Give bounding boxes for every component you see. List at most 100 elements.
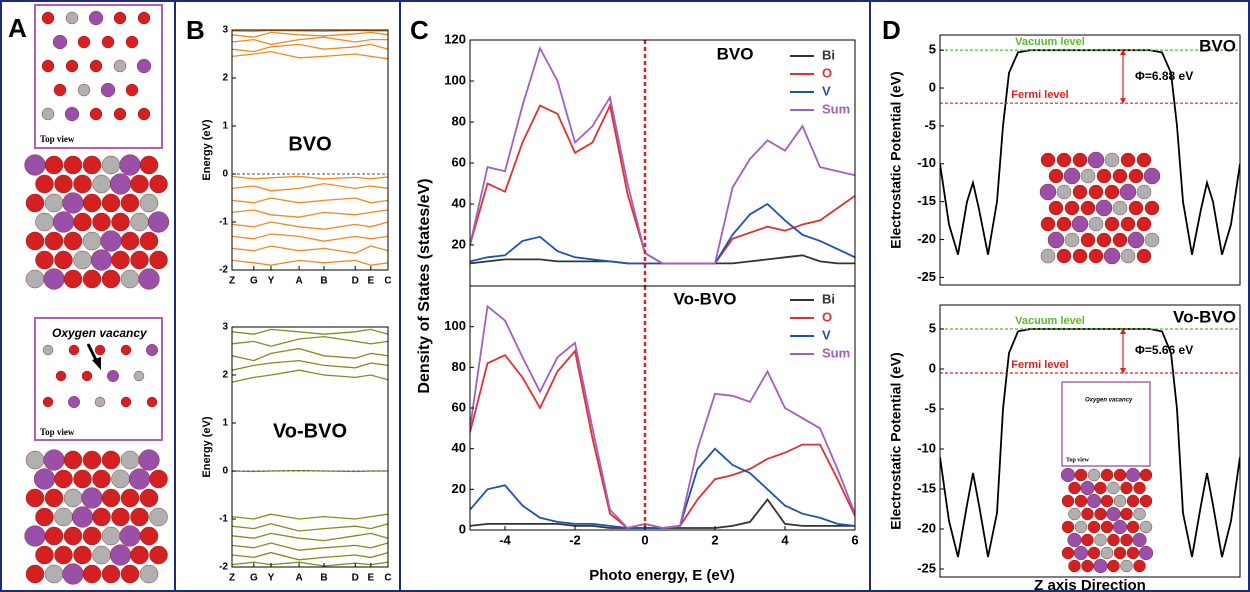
y-tick-label: 60 [452, 154, 466, 169]
y-tick-label: 20 [452, 481, 466, 496]
atom [63, 488, 83, 508]
atom [1061, 520, 1075, 534]
y-axis-label: Energy (eV) [201, 119, 213, 180]
atom [1113, 468, 1127, 482]
atom [1063, 167, 1081, 185]
atom [88, 10, 104, 26]
atom [63, 450, 83, 470]
atom [1143, 167, 1161, 185]
atom [1100, 468, 1114, 482]
x-tick-label: A [295, 573, 302, 584]
atom [1088, 184, 1104, 200]
atom [120, 269, 140, 289]
atom [54, 545, 73, 565]
atom [111, 507, 130, 527]
y-tick-label: 0 [222, 466, 228, 477]
reference-label: Vacuum level [1015, 36, 1085, 48]
atom [1068, 481, 1081, 495]
atom [1074, 468, 1088, 482]
atom [53, 83, 67, 97]
atom [119, 525, 141, 547]
series-line [232, 30, 388, 33]
atom [1064, 232, 1080, 248]
atom [139, 488, 159, 508]
chart-title: BVO [288, 133, 331, 155]
atom [1107, 533, 1120, 547]
atom [1087, 546, 1101, 560]
atom [1133, 507, 1146, 521]
atom [33, 468, 56, 490]
atom [92, 545, 111, 565]
atom [1128, 200, 1144, 216]
structure-caption: Top view [40, 134, 75, 144]
atom [1074, 494, 1088, 508]
panel-label: B [186, 15, 205, 45]
atom [1096, 168, 1112, 184]
atom [1144, 232, 1160, 248]
plot-frame [469, 39, 856, 287]
y-axis-label: Density of States (states/eV) [416, 178, 433, 393]
atom [1128, 168, 1144, 184]
legend-label: O [822, 309, 832, 324]
atom [35, 545, 54, 565]
atom [24, 154, 46, 176]
plot-frame [231, 29, 389, 271]
atom [1112, 168, 1128, 184]
atom [65, 59, 79, 73]
atom [109, 173, 132, 195]
y-tick-label: -15 [917, 193, 936, 208]
atom [1132, 532, 1147, 548]
series-line [232, 551, 388, 561]
x-tick-label: Y [268, 276, 275, 287]
atom [1081, 533, 1094, 547]
reference-label: Vacuum level [1015, 315, 1085, 327]
plot-frame [231, 326, 389, 568]
atom [82, 193, 102, 213]
y-axis-label: Electrostatic Potential (eV) [888, 71, 904, 248]
legend-label: O [822, 65, 832, 80]
atom [82, 231, 102, 251]
x-tick-label: E [368, 276, 375, 287]
atom [1094, 481, 1107, 495]
y-tick-label: -25 [917, 269, 936, 284]
series-line [232, 197, 388, 204]
atom [1126, 494, 1140, 508]
legend-label: Bi [822, 47, 835, 62]
atom [1081, 559, 1094, 573]
x-tick-label: -4 [499, 532, 511, 547]
series-line [232, 532, 388, 542]
atom [44, 526, 64, 546]
y-tick-label: -1 [219, 217, 228, 228]
atom [120, 396, 132, 408]
atom [63, 155, 83, 175]
reference-label: Fermi level [1011, 359, 1068, 371]
atom [137, 11, 151, 25]
atom [149, 250, 168, 270]
atom [149, 507, 168, 527]
atom [89, 107, 103, 121]
y-tick-label: -5 [924, 400, 936, 415]
x-tick-label: G [250, 573, 258, 584]
atom [1093, 558, 1108, 574]
y-tick-label: 0 [929, 360, 936, 375]
atom [1067, 532, 1082, 548]
atom [139, 231, 159, 251]
atom [1072, 152, 1088, 168]
atom [82, 269, 102, 289]
atom [1112, 200, 1128, 216]
atom [41, 11, 55, 25]
atom [1136, 152, 1152, 168]
atom [1068, 507, 1081, 521]
atom [1107, 559, 1120, 573]
atom [65, 11, 79, 25]
atom [1126, 546, 1140, 560]
legend-label: V [822, 83, 831, 98]
atom [1048, 200, 1064, 216]
atom [113, 107, 127, 121]
atom [42, 344, 54, 356]
atom [101, 193, 121, 213]
atom [101, 526, 121, 546]
x-tick-label: B [320, 276, 327, 287]
